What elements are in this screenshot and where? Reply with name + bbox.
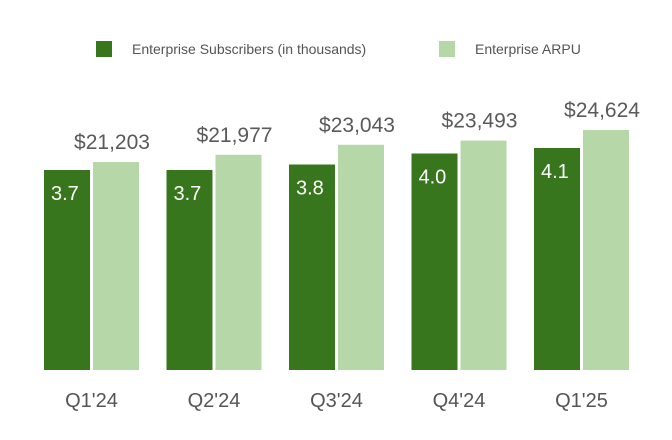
chart-legend: Enterprise Subscribers (in thousands) En…: [0, 41, 672, 63]
data-label-arpu-3: $23,493: [442, 110, 518, 133]
bar-subscribers-2: [289, 164, 335, 370]
data-label-arpu-4: $24,624: [564, 99, 640, 122]
legend-label-arpu: Enterprise ARPU: [475, 41, 581, 57]
legend-item-subscribers: Enterprise Subscribers (in thousands): [96, 41, 366, 57]
bar-subscribers-4: [534, 148, 580, 370]
x-tick-label-3: Q4'24: [433, 390, 486, 412]
bar-arpu-3: [460, 140, 507, 370]
data-label-subscribers-1: 3.7: [174, 183, 202, 205]
data-label-subscribers-0: 3.7: [51, 183, 79, 205]
legend-swatch-subscribers: [96, 41, 112, 57]
bar-subscribers-1: [166, 170, 213, 370]
bar-arpu-0: [93, 162, 139, 370]
x-tick-label-2: Q3'24: [310, 390, 363, 412]
data-label-arpu-0: $21,203: [74, 131, 150, 154]
bar-subscribers-0: [44, 170, 90, 370]
data-label-arpu-1: $21,977: [197, 124, 273, 147]
x-tick-label-1: Q2'24: [188, 390, 241, 412]
data-label-arpu-2: $23,043: [319, 114, 395, 137]
bar-subscribers-3: [411, 153, 458, 370]
bar-arpu-2: [338, 144, 384, 370]
legend-swatch-arpu: [439, 41, 455, 57]
legend-label-subscribers: Enterprise Subscribers (in thousands): [132, 41, 367, 57]
data-label-subscribers-4: 4.1: [541, 161, 569, 183]
x-tick-label-0: Q1'24: [65, 390, 118, 412]
bar-arpu-4: [583, 130, 629, 370]
legend-item-arpu: Enterprise ARPU: [439, 41, 581, 57]
bar-arpu-1: [215, 154, 262, 370]
data-label-subscribers-3: 4.0: [419, 167, 447, 189]
data-label-subscribers-2: 3.8: [296, 178, 324, 200]
x-tick-label-4: Q1'25: [555, 390, 608, 412]
